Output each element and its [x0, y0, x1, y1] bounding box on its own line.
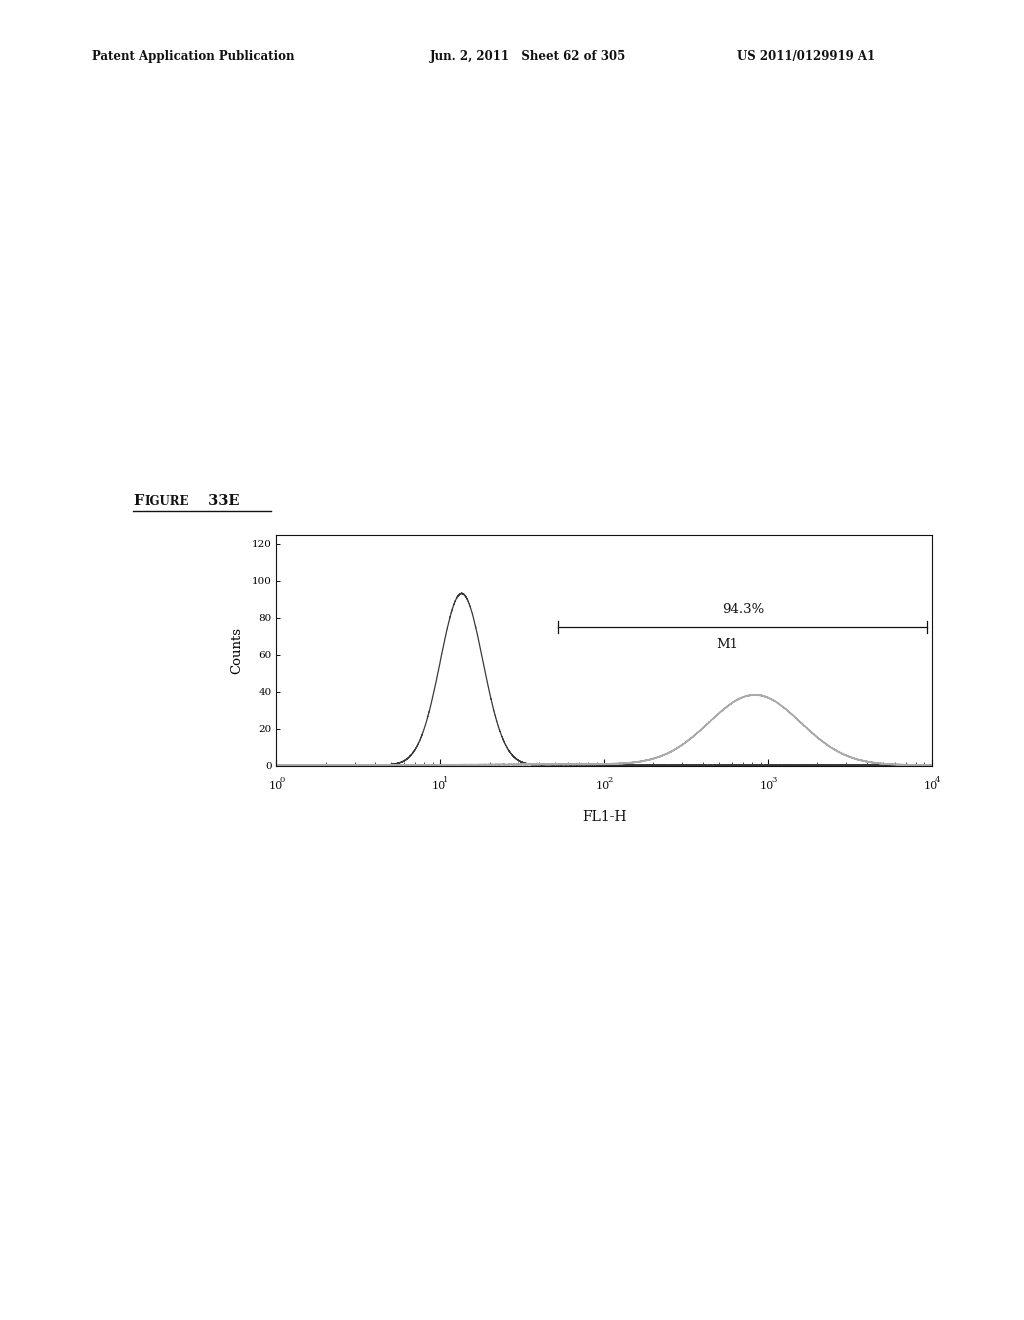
- Text: 0: 0: [280, 776, 285, 784]
- Text: Patent Application Publication: Patent Application Publication: [92, 50, 295, 63]
- Y-axis label: Counts: Counts: [230, 627, 244, 673]
- Text: 1: 1: [443, 776, 449, 784]
- Text: 33E: 33E: [203, 494, 240, 508]
- Text: 10: 10: [760, 781, 774, 792]
- Text: 2: 2: [607, 776, 612, 784]
- Text: 10: 10: [268, 781, 283, 792]
- Text: Jun. 2, 2011   Sheet 62 of 305: Jun. 2, 2011 Sheet 62 of 305: [430, 50, 627, 63]
- Text: 10: 10: [596, 781, 610, 792]
- Text: 10: 10: [432, 781, 446, 792]
- Text: F: F: [133, 494, 143, 508]
- Text: US 2011/0129919 A1: US 2011/0129919 A1: [737, 50, 876, 63]
- Text: 4: 4: [935, 776, 940, 784]
- Text: M1: M1: [716, 638, 738, 651]
- Text: 10: 10: [924, 781, 938, 792]
- Text: FL1-H: FL1-H: [582, 810, 627, 825]
- Text: 3: 3: [771, 776, 776, 784]
- Text: IGURE: IGURE: [145, 495, 189, 508]
- Text: 94.3%: 94.3%: [722, 603, 765, 616]
